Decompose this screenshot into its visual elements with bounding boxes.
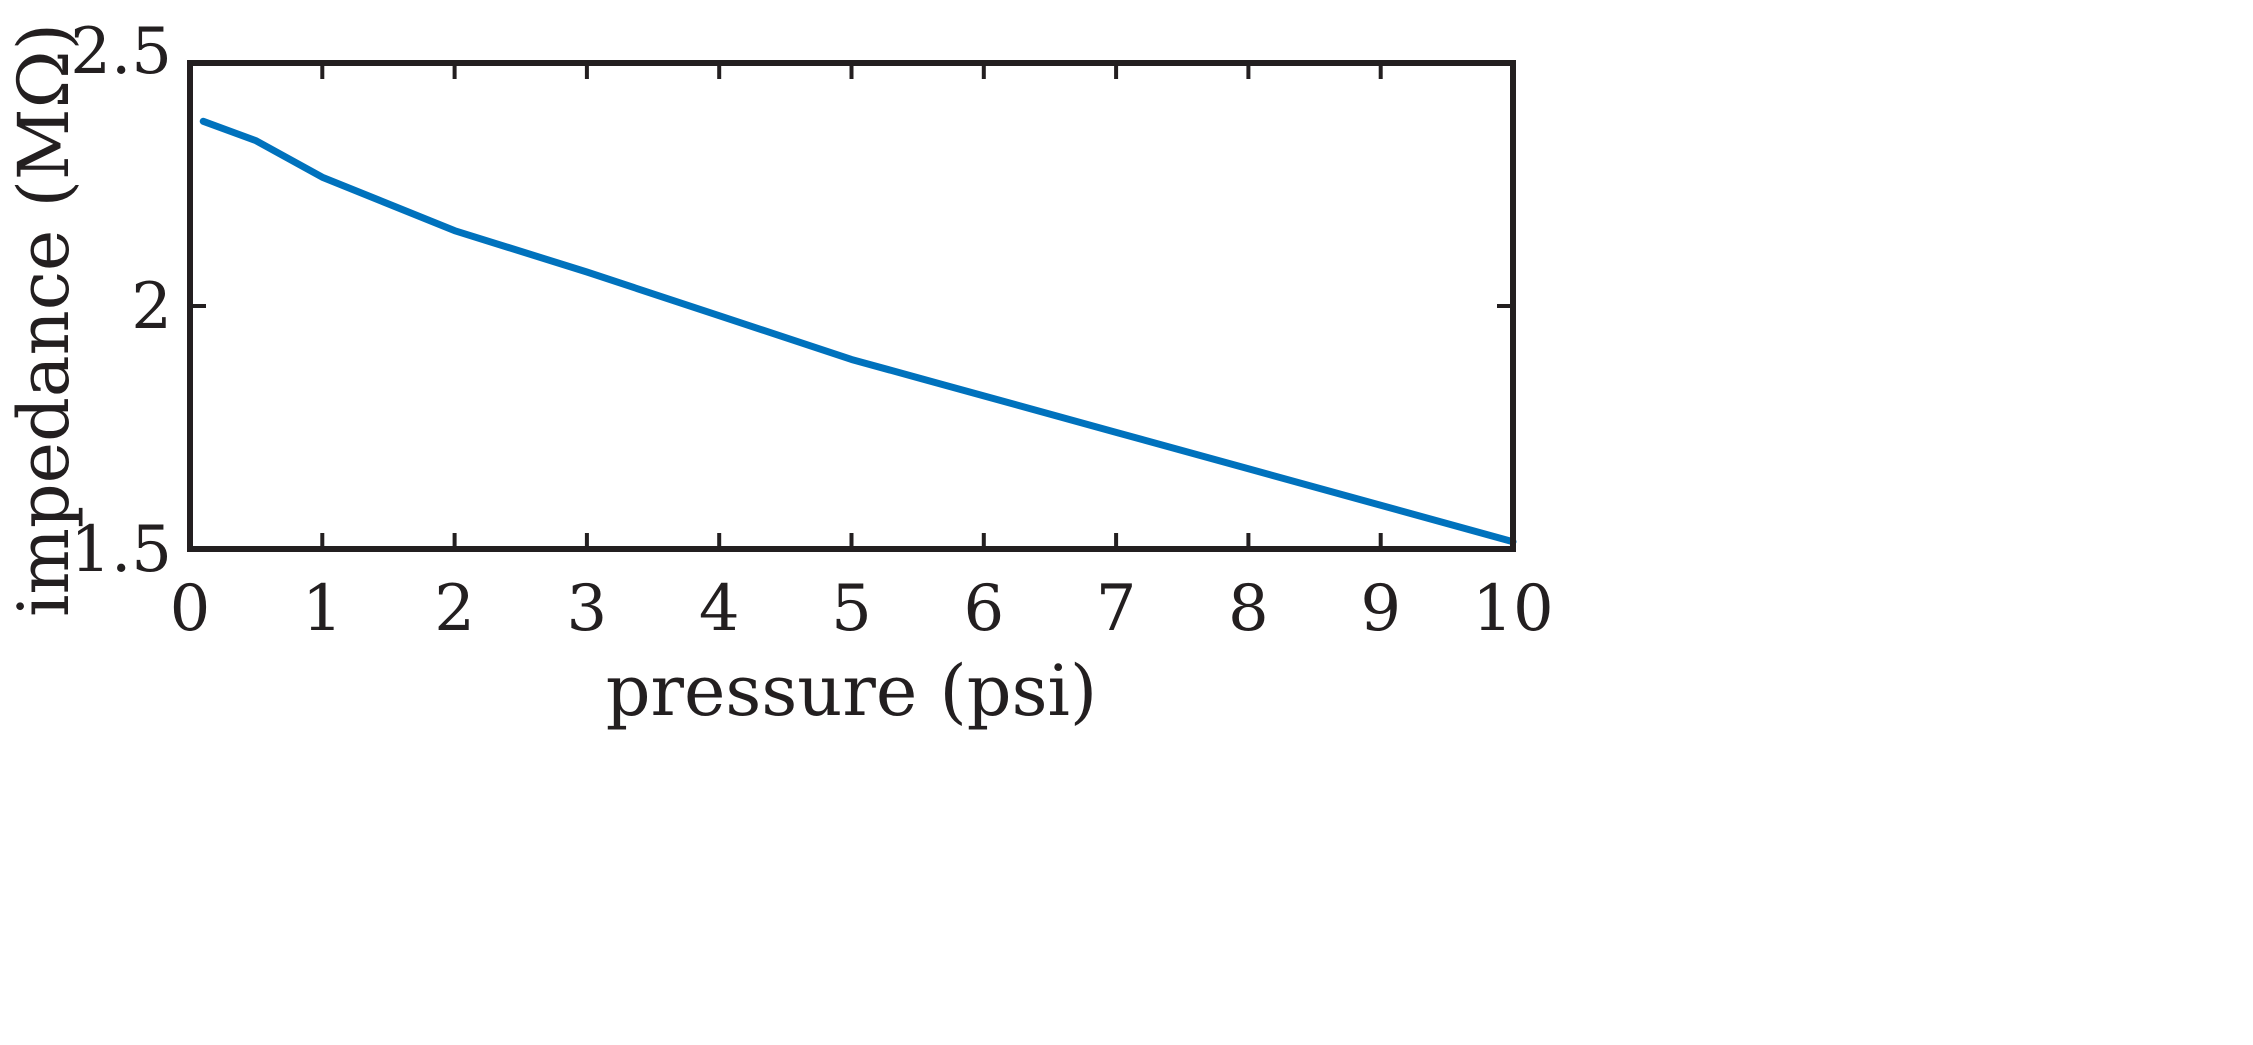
x-tick-label-0: 0 — [170, 572, 211, 646]
series-line-0 — [199, 117, 1517, 546]
x-tick-label-6: 6 — [963, 572, 1004, 646]
y-tick-label-2: 2.5 — [70, 15, 172, 89]
x-tick-label-1: 1 — [302, 572, 343, 646]
series-layer — [199, 117, 1517, 546]
x-axis-title: pressure (psi) — [606, 650, 1098, 732]
x-tick-label-3: 3 — [567, 572, 608, 646]
y-tick-label-0: 1.5 — [70, 513, 172, 587]
y-tick-label-1: 2 — [131, 270, 172, 344]
x-tick-labels: 0 1 2 3 4 5 6 7 8 9 10 — [170, 572, 1554, 646]
y-axis-title: impedance (MΩ) — [3, 23, 85, 617]
x-tick-label-10: 10 — [1472, 572, 1553, 646]
x-tick-label-5: 5 — [831, 572, 872, 646]
y-tick-labels: 1.5 2 2.5 — [70, 15, 172, 587]
x-tick-label-2: 2 — [434, 572, 475, 646]
x-tick-label-4: 4 — [699, 572, 740, 646]
x-tick-label-8: 8 — [1228, 572, 1269, 646]
ticks-layer — [188, 61, 1515, 551]
x-tick-label-7: 7 — [1096, 572, 1137, 646]
x-tick-label-9: 9 — [1360, 572, 1401, 646]
plot-frame — [187, 60, 1516, 552]
